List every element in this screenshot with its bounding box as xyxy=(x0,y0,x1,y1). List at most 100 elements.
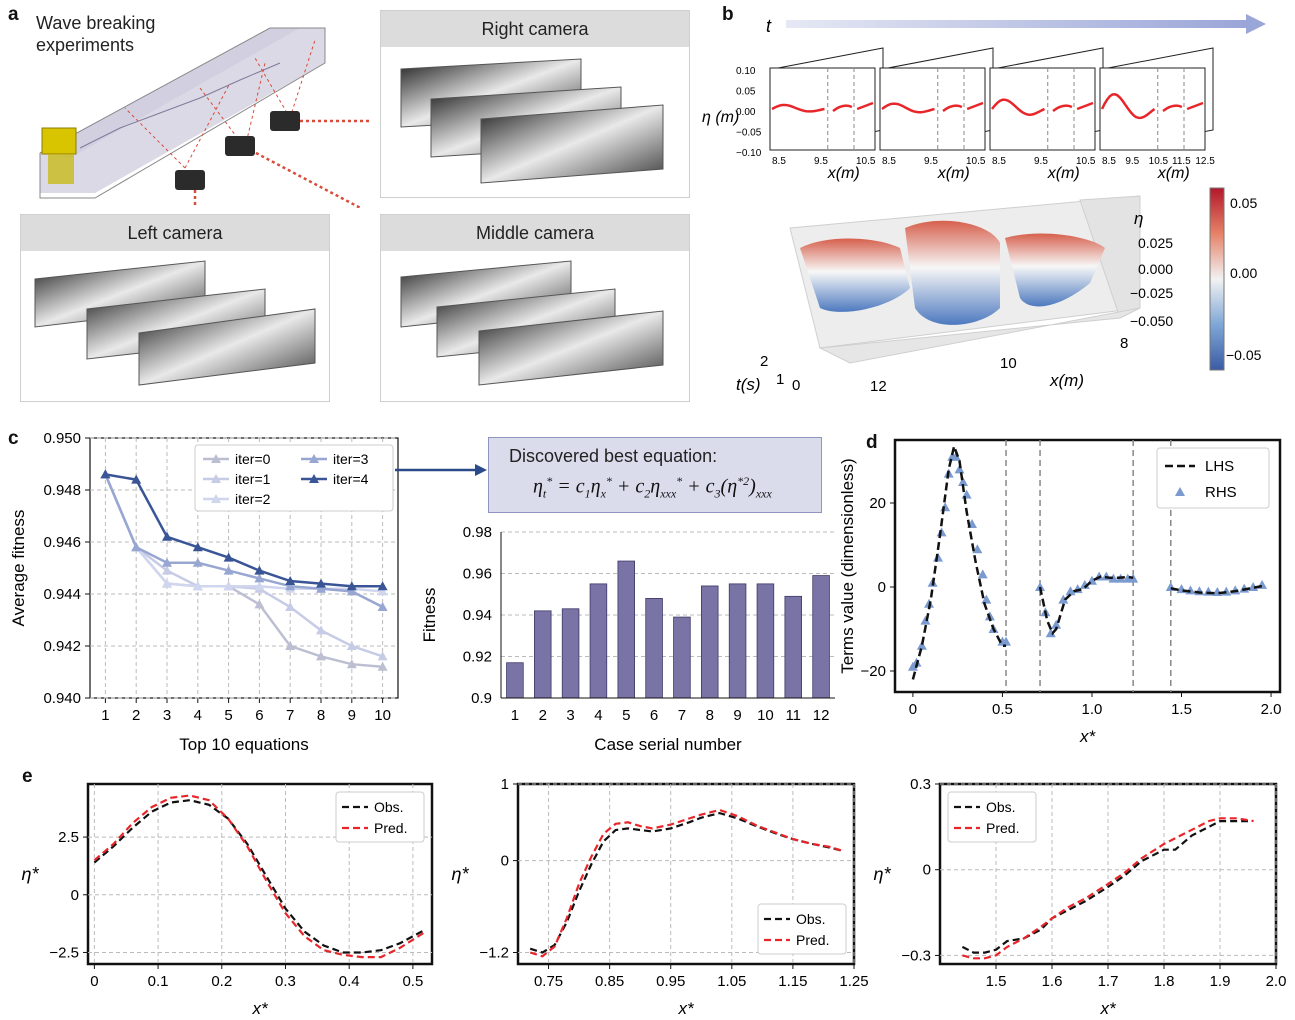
y-tick-label: 0.94 xyxy=(463,607,492,624)
y-tick-label: −0.3 xyxy=(901,947,931,964)
legend-label: iter=3 xyxy=(333,451,369,467)
x-tick-label: 1.6 xyxy=(1042,973,1063,990)
rhs-marker xyxy=(977,569,988,579)
series-marker xyxy=(254,581,265,591)
rhs-marker xyxy=(1194,586,1205,596)
legend-label: iter=2 xyxy=(235,491,271,507)
y-tick-label: 2.5 xyxy=(58,829,79,846)
profile-x-tick: 10.5 xyxy=(966,156,986,167)
profile-x-tick: 11.5 xyxy=(1172,156,1191,167)
camera-frame xyxy=(480,104,664,184)
lhs-line xyxy=(1038,575,1134,636)
bar xyxy=(756,583,775,699)
series-marker xyxy=(100,469,111,479)
x-tick-label: 1.9 xyxy=(1210,973,1231,990)
wave-maker xyxy=(41,127,77,155)
rhs-marker xyxy=(1212,587,1223,597)
wave-profile-curve xyxy=(1100,93,1156,120)
time-arrow-shaft xyxy=(786,20,1246,28)
camera-frame-stack xyxy=(400,260,664,386)
legend-label: LHS xyxy=(1205,458,1234,475)
x-axis-label: Case serial number xyxy=(594,735,742,754)
legend-marker xyxy=(309,474,319,483)
terms-value-chart: 0 0.5 1.0 1.5 2.0 −20 0 20 LHS RHS x* Terms value (… xyxy=(838,438,1281,746)
experiment-title-line2: experiments xyxy=(36,35,135,55)
rhs-marker xyxy=(1035,582,1046,591)
bar xyxy=(561,608,580,699)
y-tick-label: 0 xyxy=(501,853,509,870)
middle-camera-title: Middle camera xyxy=(381,215,689,251)
x-tick-label: 9 xyxy=(733,707,741,724)
legend-box xyxy=(757,903,847,955)
series-line xyxy=(104,473,383,593)
equation-title: Discovered best equation: xyxy=(509,446,718,466)
left-camera-panel: Left camera xyxy=(20,214,330,402)
x-tick-label: 0.85 xyxy=(595,973,624,990)
profile-x-tick: 8.5 xyxy=(1102,156,1116,167)
x-tick-label: 8 xyxy=(706,707,714,724)
series-marker xyxy=(162,565,172,575)
series-marker xyxy=(162,557,172,567)
x-tick-label: 10 xyxy=(757,707,774,724)
wave-profile-curve xyxy=(881,102,935,114)
surface-eta-label: η xyxy=(1134,209,1143,228)
wave-maker-paddle xyxy=(48,154,74,184)
rhs-marker xyxy=(920,615,931,625)
surface-z-tick: 0.000 xyxy=(1138,261,1173,277)
y-tick-label: 0.942 xyxy=(43,638,81,655)
experiment-title-line1: Wave breaking xyxy=(36,13,156,33)
colorbar-tick: −0.05 xyxy=(1226,347,1262,363)
bar xyxy=(645,598,663,699)
profile-x-tick: 10.5 xyxy=(856,156,876,167)
x-tick-label: 7 xyxy=(286,707,294,724)
y-tick-label: −20 xyxy=(861,663,886,680)
tank-water-line xyxy=(79,62,281,149)
legend-box xyxy=(947,791,1037,843)
profile-x-label: x(m) xyxy=(1047,165,1080,182)
bar xyxy=(673,616,691,699)
rhs-marker xyxy=(1108,573,1119,583)
rhs-marker xyxy=(1045,628,1056,638)
equation-box: Discovered best equation: ηt* = c1ηx* + … xyxy=(488,437,822,513)
x-axis-label: x* xyxy=(251,999,269,1018)
x-tick-label: 1.5 xyxy=(986,973,1007,990)
legend-label: Pred. xyxy=(374,820,407,836)
y-tick-label: 0 xyxy=(71,887,79,904)
x-tick-label: 3 xyxy=(163,707,171,724)
surface-x-tick: 12 xyxy=(870,378,887,395)
y-tick-label: 0.944 xyxy=(43,586,81,603)
series-line xyxy=(961,820,1248,954)
surface-floor-pane xyxy=(818,307,1141,364)
arrow-to-equation xyxy=(395,464,487,476)
series-marker xyxy=(377,651,388,661)
profile-x-tick: 8.5 xyxy=(772,156,786,167)
x-axis-label: x* xyxy=(1099,999,1117,1018)
surface-x-tick: 8 xyxy=(1120,335,1128,352)
profile-x-tick: 9.5 xyxy=(924,156,938,167)
legend-label: Obs. xyxy=(374,799,404,815)
panel-b-graphics: t η (m) 8.5 9.5 10.5x(m)0.100.050.00−0.05−… xyxy=(702,14,1266,395)
series-marker xyxy=(192,542,203,552)
rhs-marker xyxy=(1101,571,1112,581)
x-tick-label: 0.4 xyxy=(339,973,360,990)
surface-z-tick: 0.025 xyxy=(1138,235,1173,251)
series-marker xyxy=(377,581,388,591)
camera-frame-stack xyxy=(400,58,664,184)
x-tick-label: 8 xyxy=(317,707,325,724)
series-marker xyxy=(254,573,265,583)
surface-x-label: x(m) xyxy=(1049,371,1084,390)
x-tick-label: 1.25 xyxy=(839,973,868,990)
rhs-marker xyxy=(958,477,969,486)
series-marker xyxy=(377,602,388,611)
right-camera-icon xyxy=(270,111,300,131)
x-tick-label: 1 xyxy=(511,707,519,724)
x-tick-label: 11 xyxy=(785,707,801,724)
surface-z-tick: −0.050 xyxy=(1130,313,1173,329)
y-tick-label: 0.3 xyxy=(910,776,931,793)
series-marker xyxy=(162,531,172,541)
left-camera-icon xyxy=(175,170,205,190)
y-axis-label: η* xyxy=(874,864,892,884)
wave-profile-curve xyxy=(1162,104,1183,113)
rhs-marker xyxy=(1248,582,1259,591)
arrow-head xyxy=(475,464,487,476)
